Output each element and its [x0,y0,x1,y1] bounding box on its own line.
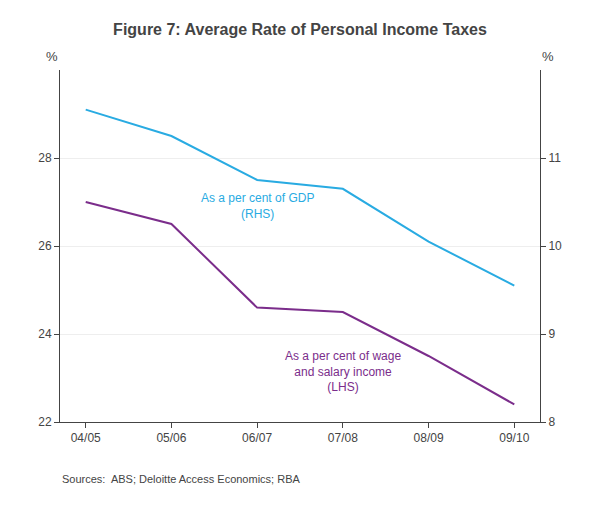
svg-text:06/07: 06/07 [242,431,272,445]
svg-text:Sources: ABS; Deloitte Access: Sources: ABS; Deloitte Access Economics;… [62,473,300,485]
svg-text:26: 26 [38,239,52,253]
svg-text:11: 11 [548,151,561,165]
svg-text:%: % [46,49,58,64]
svg-text:As a per cent of wageand salar: As a per cent of wageand salary income(L… [285,349,401,394]
svg-text:As a per cent of GDP(RHS): As a per cent of GDP(RHS) [201,191,314,221]
svg-text:09/10: 09/10 [499,431,529,445]
svg-text:9: 9 [548,327,555,341]
svg-text:22: 22 [38,415,52,429]
svg-text:8: 8 [548,415,555,429]
svg-text:05/06: 05/06 [156,431,186,445]
svg-text:28: 28 [38,151,52,165]
svg-text:08/09: 08/09 [414,431,444,445]
svg-text:04/05: 04/05 [71,431,101,445]
svg-text:%: % [542,49,554,64]
svg-text:Figure 7: Average Rate of Pers: Figure 7: Average Rate of Personal Incom… [113,21,487,38]
svg-text:24: 24 [38,327,52,341]
svg-text:07/08: 07/08 [328,431,358,445]
svg-text:10: 10 [548,239,562,253]
